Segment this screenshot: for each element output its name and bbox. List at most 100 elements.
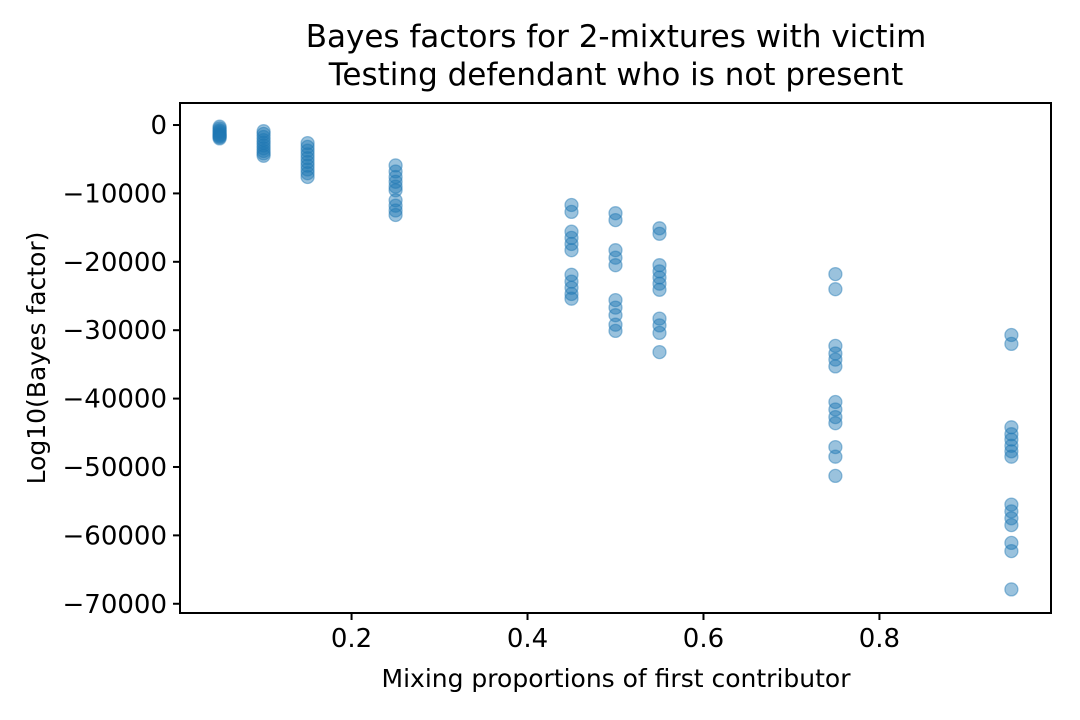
scatter-point [828,338,843,354]
scatter-point [652,311,667,326]
scatter-point [212,125,227,141]
scatter-point [608,323,623,339]
scatter-point [1004,432,1019,447]
scatter-point [1004,517,1019,533]
scatter-point [300,162,315,177]
scatter-point [256,132,271,148]
scatter-point [256,124,271,139]
scatter-point [1004,427,1019,442]
scatter-point [212,128,227,143]
scatter-point [388,174,403,189]
scatter-point [652,226,667,241]
chart-title: Bayes factors for 2-mixtures with victim [306,19,927,55]
scatter-point [388,193,403,208]
scatter-point [388,164,403,179]
scatter-point [300,158,315,173]
scatter-point [1004,511,1019,526]
scatter-point [1004,444,1019,459]
scatter-point [388,203,403,218]
scatter-point [212,127,227,142]
y-tick-label: −70000 [63,590,168,620]
chart-subtitle: Testing defendant who is not present [328,57,903,93]
scatter-point [564,280,579,295]
scatter-point [652,282,667,297]
scatter-point [256,129,271,145]
scatter-point [652,221,667,236]
scatter-point [828,266,843,282]
scatter-point [1004,582,1019,597]
scatter-point [652,258,667,273]
scatter-point [828,346,843,361]
scatter-point [828,394,843,410]
x-tick-label: 0.4 [507,624,548,654]
scatter-point [300,151,315,166]
scatter-point [300,169,315,185]
scatter-point [564,236,579,252]
scatter-point [608,243,623,258]
scatter-point [564,197,579,213]
scatter-point [1004,327,1019,343]
x-tick-label: 0.2 [331,624,372,654]
scatter-point [652,276,667,291]
scatter-point [256,146,271,161]
y-tick-label: −40000 [63,385,168,415]
scatter-point [608,258,623,273]
scatter-point [300,147,315,162]
scatter-point [1004,497,1019,512]
scatter-point [828,352,843,367]
y-tick-label: −10000 [63,179,168,209]
x-axis-label: Mixing proportions of first contributor [382,664,852,693]
scatter-point [1004,535,1019,551]
scatter-point [564,274,579,289]
scatter-point [388,169,403,185]
x-tick-label: 0.6 [683,624,724,654]
scatter-point [828,449,843,464]
scatter-point [652,264,667,279]
scatter-point [608,308,623,323]
scatter-point [652,270,667,285]
y-tick-label: −60000 [63,521,168,551]
scatter-point [828,409,843,425]
scatter-point [388,183,403,198]
scatter-point [1004,504,1019,519]
scatter-point [256,138,271,153]
scatter-point [564,230,579,246]
scatter-point [256,141,271,156]
scatter-point [1004,438,1019,453]
scatter-point [388,158,403,173]
scatter-point [1004,420,1019,435]
plot-frame [179,102,1052,614]
y-tick-label: −20000 [63,248,168,278]
scatter-point [300,135,315,151]
scatter-point [256,143,271,159]
plot-area: 0.2 0.4 0.6 0.8 0 −10000 −20000 −30000 −40000 −50… [63,102,1052,654]
scatter-point [828,402,843,417]
scatter-point [828,439,843,455]
scatter-point [828,282,843,297]
scatter-point [564,267,579,282]
scatter-point [608,317,623,332]
scatter-point [388,198,403,213]
scatter-point [300,143,315,158]
scatter-point [564,204,579,220]
scatter-point [300,154,315,170]
y-axis-label: Log10(Bayes factor) [22,232,51,485]
y-tick-label: −50000 [63,453,168,483]
scatter-point [828,416,843,431]
scatter-point [564,224,579,239]
scatter-point [212,124,227,139]
scatter-point [212,131,227,146]
scatter-point [388,207,403,223]
scatter-point [564,286,579,302]
scatter-point [212,130,227,145]
scatter-point [652,344,667,360]
scatter-point [388,179,403,194]
scatter-point [608,212,623,228]
scatter-point [652,325,667,341]
scatter-point [256,135,271,150]
y-tick-label: 0 [150,111,167,141]
scatter-point [300,139,315,155]
scatter-point [608,300,623,315]
